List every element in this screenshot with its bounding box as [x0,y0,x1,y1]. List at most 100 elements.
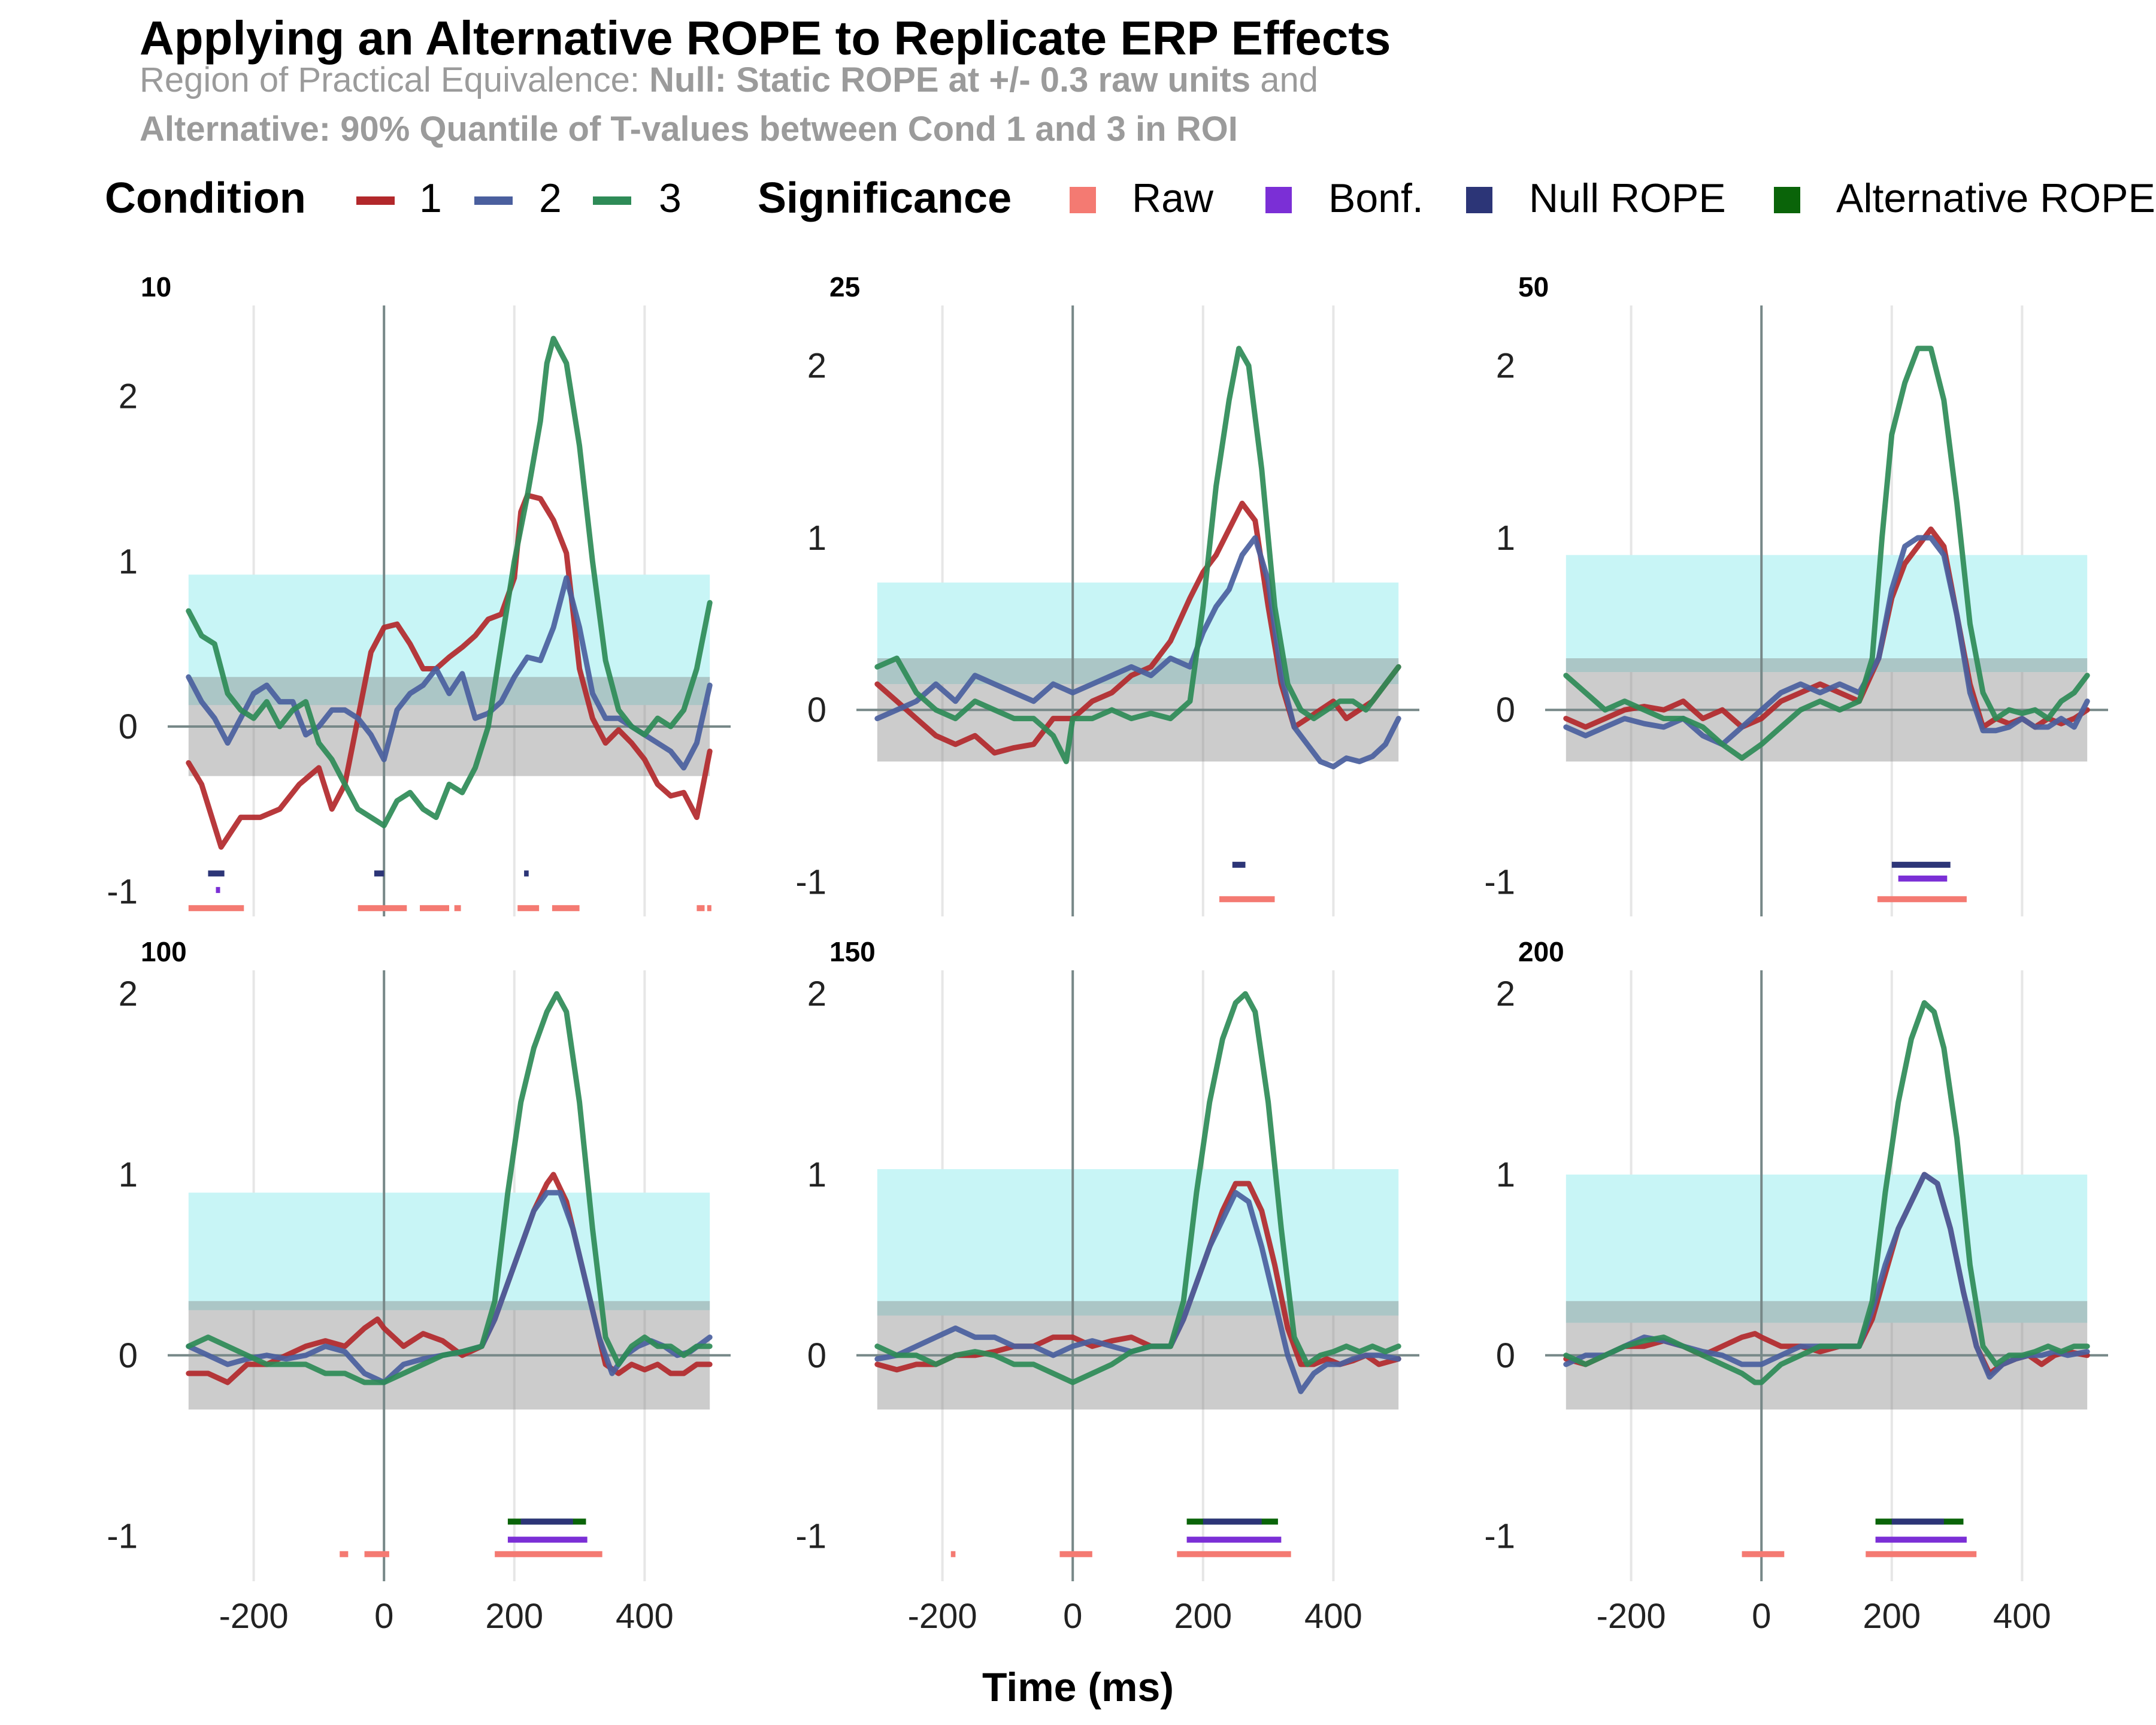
subtitle-suffix: and [1250,60,1318,99]
series-line-condition-2 [186,1190,713,1385]
legend-condition-2-label: 2 [539,175,562,221]
significance-bar-raw [1866,1551,1977,1557]
legend-condition-1-swatch [356,196,395,205]
y-tick-label: 0 [807,1336,826,1375]
x-tick-label: 0 [1063,1597,1082,1636]
series-line-condition-2 [1563,535,2090,748]
significance-bar-raw [707,905,711,912]
significance-bar-bonf [1186,1536,1282,1543]
legend-condition-2-swatch [474,196,513,205]
legend-alt-rope-label: Alternative ROPE [1836,175,2155,221]
subtitle-prefix: Region of Practical Equivalence: [140,60,650,99]
x-tick-label: 400 [1993,1597,2051,1636]
significance-bar-raw [358,905,407,912]
legend-bonf-swatch [1265,187,1292,213]
y-tick-label: 0 [119,707,138,746]
series-line-condition-3 [874,991,1401,1385]
significance-bar-null [208,870,225,877]
legend-null-rope-swatch [1466,187,1492,213]
subtitle-null-rope: Null: Static ROPE at +/- 0.3 raw units [649,60,1251,99]
panel-150: -1 0 1 2 -200 0 200 400 150 [795,936,1419,1636]
series-line-condition-2 [186,575,713,771]
y-tick-label: 1 [119,1155,138,1194]
y-tick-label: 0 [119,1336,138,1375]
legend-null-rope-label: Null ROPE [1529,175,1726,221]
significance-bar-bonf [1898,875,1948,882]
series-line-condition-1 [874,500,1401,756]
y-tick-label: 2 [807,347,826,386]
legend-condition-3-label: 3 [659,175,682,221]
chart-title: Applying an Alternative ROPE to Replicat… [140,11,1391,65]
series-line-condition-3 [1563,1000,2090,1385]
x-tick-label: 200 [485,1597,543,1636]
y-tick-label: 2 [1496,347,1515,386]
y-tick-label: 1 [807,519,826,558]
x-tick-label: -200 [219,1597,289,1636]
significance-bar-null [1232,861,1246,868]
x-tick-label: 400 [616,1597,674,1636]
x-tick-label: 0 [1752,1597,1771,1636]
legend-alt-rope-swatch [1774,187,1800,213]
legend-raw-swatch [1070,187,1096,213]
x-tick-label: -200 [908,1597,977,1636]
legend: Condition 1 2 3 Significance Raw Bonf. N… [0,168,2156,228]
y-tick-label: -1 [795,1517,826,1556]
x-tick-label: 200 [1863,1597,1921,1636]
legend-significance-title: Significance [758,174,1012,222]
series-line-condition-3 [186,335,713,828]
significance-bar-raw [454,905,461,912]
alternative-rope-band [188,1193,710,1311]
panel-50: -1 0 1 2 50 [1484,271,2108,916]
panel-100: -1 0 1 2 -200 0 200 400 100 [107,936,731,1636]
legend-condition-3-swatch [593,196,631,205]
panel-10: -1 0 1 2 10 [107,271,731,916]
series-line-condition-3 [874,346,1401,764]
x-tick-label: -200 [1597,1597,1666,1636]
significance-bar-raw [1742,1551,1785,1557]
x-axis-label: Time (ms) [982,1665,1174,1710]
significance-bar-null [1891,1518,1944,1525]
significance-bar-raw [950,1551,956,1557]
panel-label: 50 [1518,271,1549,302]
significance-bar-raw [552,905,580,912]
y-tick-label: -1 [1484,1517,1515,1556]
significance-bar-raw [340,1551,349,1557]
y-tick-label: -1 [795,863,826,902]
series-line-condition-2 [874,535,1401,770]
significance-bar-raw [188,905,244,912]
y-tick-label: 0 [1496,1336,1515,1375]
series-line-condition-3 [1563,346,2090,761]
significance-bar-raw [1877,896,1967,903]
significance-bar-null [520,1518,573,1525]
y-tick-label: 1 [1496,1155,1515,1194]
series-line-condition-1 [186,492,713,850]
panel-label: 150 [829,936,876,967]
significance-bar-null [1203,1518,1262,1525]
significance-bar-bonf [216,886,220,893]
panel-label: 100 [141,936,187,967]
subtitle-alt-rope: Alternative: 90% Quantile of T-values be… [140,110,1238,149]
significance-bar-null [524,870,529,877]
significance-bar-raw [1059,1551,1092,1557]
x-tick-label: 0 [374,1597,393,1636]
legend-condition-title: Condition [105,174,306,222]
alternative-rope-band [1565,555,2088,672]
significance-bar-raw [420,905,449,912]
legend-condition-1-label: 1 [419,175,442,221]
panel-200: -1 0 1 2 -200 0 200 400 200 [1484,936,2108,1636]
legend-raw-label: Raw [1132,175,1214,221]
alternative-rope-band [1565,1175,2088,1323]
panel-label: 10 [141,271,171,302]
y-tick-label: 1 [119,542,138,581]
significance-bar-raw [1177,1551,1291,1557]
x-tick-label: 200 [1174,1597,1232,1636]
significance-bar-null [1891,861,1951,868]
y-tick-label: 0 [1496,691,1515,730]
y-tick-label: -1 [107,873,138,912]
significance-bar-raw [697,905,705,912]
panel-25: -1 0 1 2 25 [795,271,1419,916]
alternative-rope-band [188,574,710,706]
significance-bar-raw [517,905,540,912]
panel-label: 25 [829,271,860,302]
